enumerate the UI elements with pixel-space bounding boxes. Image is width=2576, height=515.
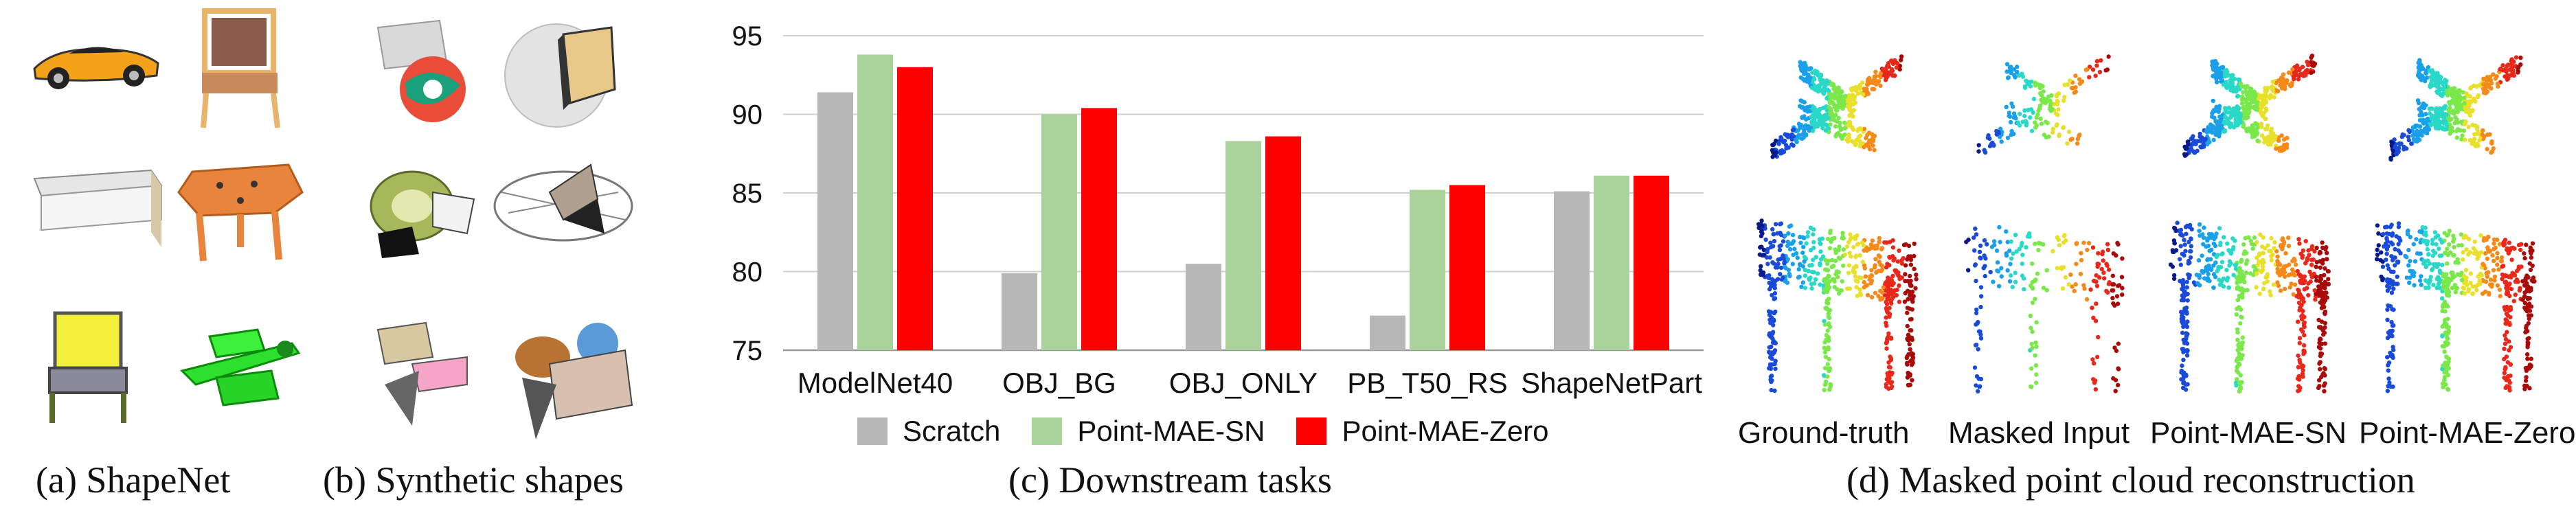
legend-label-point-mae-zero: Point-MAE-Zero [1342,415,1549,447]
table-pointcloud-masked-input [1964,225,2125,394]
caption-reconstruction: (d) Masked point cloud reconstruction [1846,459,2415,501]
synthetic-panel: (b) Synthetic shapes [323,0,673,515]
legend-label-scratch: Scratch [903,415,1001,447]
y-tick-label: 95 [732,21,763,52]
chart-legend: Scratch Point-MAE-SN Point-MAE-Zero [857,415,1581,448]
bar-point-mae-sn-obj-bg [1041,114,1077,350]
legend-label-point-mae-sn: Point-MAE-SN [1077,415,1265,447]
y-tick-label: 85 [732,179,763,209]
bar-point-mae-sn-pb-t50-rs [1410,190,1445,350]
legend-swatch-scratch [857,417,888,445]
car-icon [33,47,159,89]
x-tick-label: ModelNet40 [798,367,953,399]
y-tick-label: 90 [732,100,763,130]
bar-scratch-obj-only [1186,264,1221,350]
chart-panel: 75 80 85 90 95 ModelNet40 OBJ_BG OBJ_ONLY PB_T50… [673,0,1717,515]
bar-chart: 75 80 85 90 95 ModelNet40 OBJ_BG OBJ_ONLY PB_T50… [732,21,1704,399]
bar-point-mae-zero-obj-only [1265,136,1301,350]
x-tick-label: PB_T50_RS [1347,367,1507,399]
bar-point-mae-zero-obj-bg [1081,108,1117,350]
legend-item-point-mae-zero: Point-MAE-Zero [1296,415,1549,448]
shapenet-panel: (a) ShapeNet [0,0,323,515]
table-pointcloud-point-mae-zero [2374,221,2537,393]
synthetic-shape-3-icon [370,170,475,258]
bar-point-mae-sn-shapenetpart [1594,175,1629,350]
y-tick-label: 80 [732,258,763,288]
chair-icon [201,8,280,128]
legend-swatch-point-mae-zero [1296,417,1327,445]
legend-swatch-point-mae-sn [1032,417,1063,445]
caption-synthetic: (b) Synthetic shapes [323,459,624,501]
bar-point-mae-zero-modelnet40 [897,67,933,351]
synthetic-shape-2-icon [504,23,616,128]
bar-scratch-pb-t50-rs [1370,315,1405,350]
recon-label-ground-truth: Ground-truth [1738,416,1910,450]
bar-point-mae-zero-shapenetpart [1634,175,1669,350]
x-tick-label: ShapeNetPart [1521,367,1702,399]
y-tick-label: 75 [732,336,763,366]
bar-point-mae-sn-modelnet40 [857,54,893,350]
airplane-pointcloud-point-mae-sn [2182,54,2318,158]
bar-point-mae-sn-obj-only [1225,141,1261,350]
synthetic-shape-5-icon [376,321,468,426]
synthetic-shape-1-icon [376,19,466,122]
table-icon [177,163,304,262]
x-tick-label: OBJ_ONLY [1169,367,1318,399]
recon-label-masked-input: Masked Input [1948,416,2130,450]
airplane-pointcloud-masked-input [1976,54,2111,155]
recon-label-point-mae-sn: Point-MAE-SN [2150,416,2347,450]
table-pointcloud-ground-truth [1756,218,1919,393]
reconstruction-grid [1756,54,2537,394]
synthetic-shape-4-icon [493,163,633,242]
legend-item-point-mae-sn: Point-MAE-SN [1032,415,1265,448]
legend-item-scratch: Scratch [857,415,1000,448]
bar-scratch-obj-bg [1002,273,1037,350]
caption-downstream: (c) Downstream tasks [1008,459,1332,501]
table-pointcloud-point-mae-sn [2168,220,2331,394]
airplane-icon [180,328,301,407]
airplane-pointcloud-ground-truth [1770,54,1904,159]
bar-scratch-modelnet40 [817,92,853,350]
bar-point-mae-zero-pb-t50-rs [1449,185,1485,350]
recon-label-point-mae-zero: Point-MAE-Zero [2359,416,2576,450]
synthetic-shape-6-icon [515,323,633,439]
caption-shapenet: (a) ShapeNet [36,459,231,501]
x-tick-label: OBJ_BG [1002,367,1116,399]
bench-icon [33,169,163,247]
reconstruction-panel: Ground-truth Masked Input Point-MAE-SN P… [1717,0,2576,515]
armchair-icon [48,311,128,423]
bar-scratch-shapenetpart [1554,191,1590,350]
airplane-pointcloud-point-mae-zero [2388,55,2523,162]
